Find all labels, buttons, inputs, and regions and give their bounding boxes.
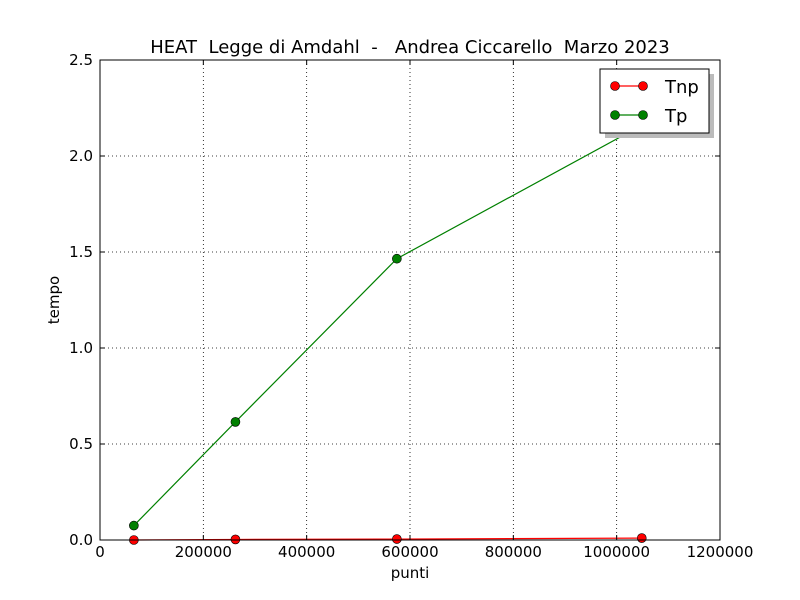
legend: Tnp Tp [599,68,714,138]
x-tick-label: 1000000 [583,543,650,561]
grid [100,60,720,540]
legend-box [599,68,710,134]
data-point-tnp [636,533,647,543]
y-tick-label: 2.5 [69,51,93,69]
legend-marker-tnp [610,81,620,91]
x-tick-label: 1200000 [687,543,754,561]
legend-marker-tnp [638,81,648,91]
series-line-tp [133,124,643,527]
data-point-tp [392,253,402,264]
x-tick-label: 800000 [485,543,542,561]
data-point-tnp [392,534,402,544]
legend-label-tnp: Tnp [664,77,699,98]
y-tick-label: 2.0 [69,147,93,165]
x-tick-label: 0 [95,543,105,561]
legend-marker-tp [638,110,648,120]
chart-title: HEAT Legge di Amdahl - Andrea Ciccarello… [150,37,670,58]
y-axis-label: tempo [45,276,63,324]
x-tick-label: 200000 [175,543,232,561]
y-tick-label: 0.5 [69,435,93,453]
x-axis-label: punti [391,564,430,582]
data-point-tnp [230,534,241,545]
y-tick-label: 0.0 [69,531,93,549]
y-tick-label: 1.5 [69,243,93,261]
legend-marker-tp [610,110,620,120]
legend-label-tp: Tp [664,106,687,127]
legend-entries: Tnp Tp [610,77,699,127]
ticks: 0 200000 400000 600000 800000 1000000 1200000 0… [69,51,753,561]
data-point-tp [230,417,241,427]
x-tick-label: 400000 [278,543,335,561]
x-tick-label: 600000 [381,543,438,561]
y-tick-label: 1.0 [69,339,93,357]
data-point-tp [129,520,139,531]
